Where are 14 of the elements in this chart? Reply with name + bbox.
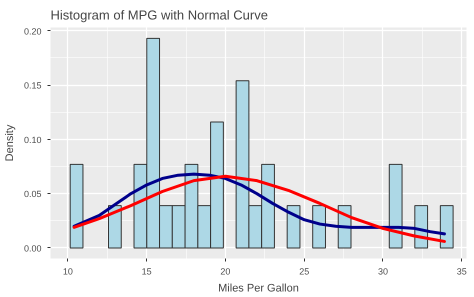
x-tick-label: 35 — [456, 266, 467, 276]
y-tick-label: 0.00 — [24, 243, 42, 254]
y-tick-label: 0.15 — [24, 80, 42, 91]
y-tick-label: 0.20 — [24, 26, 42, 36]
x-tick-label: 15 — [142, 266, 152, 276]
x-axis-title: Miles Per Gallon — [218, 282, 299, 294]
x-tick-label: 20 — [220, 266, 230, 276]
y-tick-label: 0.10 — [24, 134, 42, 145]
y-axis-title: Density — [4, 124, 16, 162]
y-tick-label: 0.05 — [24, 189, 42, 200]
x-tick-label: 25 — [299, 266, 310, 276]
x-tick-label: 30 — [378, 266, 388, 276]
chart-title: Histogram of MPG with Normal Curve — [50, 8, 268, 22]
x-tick-label: 10 — [62, 266, 73, 276]
